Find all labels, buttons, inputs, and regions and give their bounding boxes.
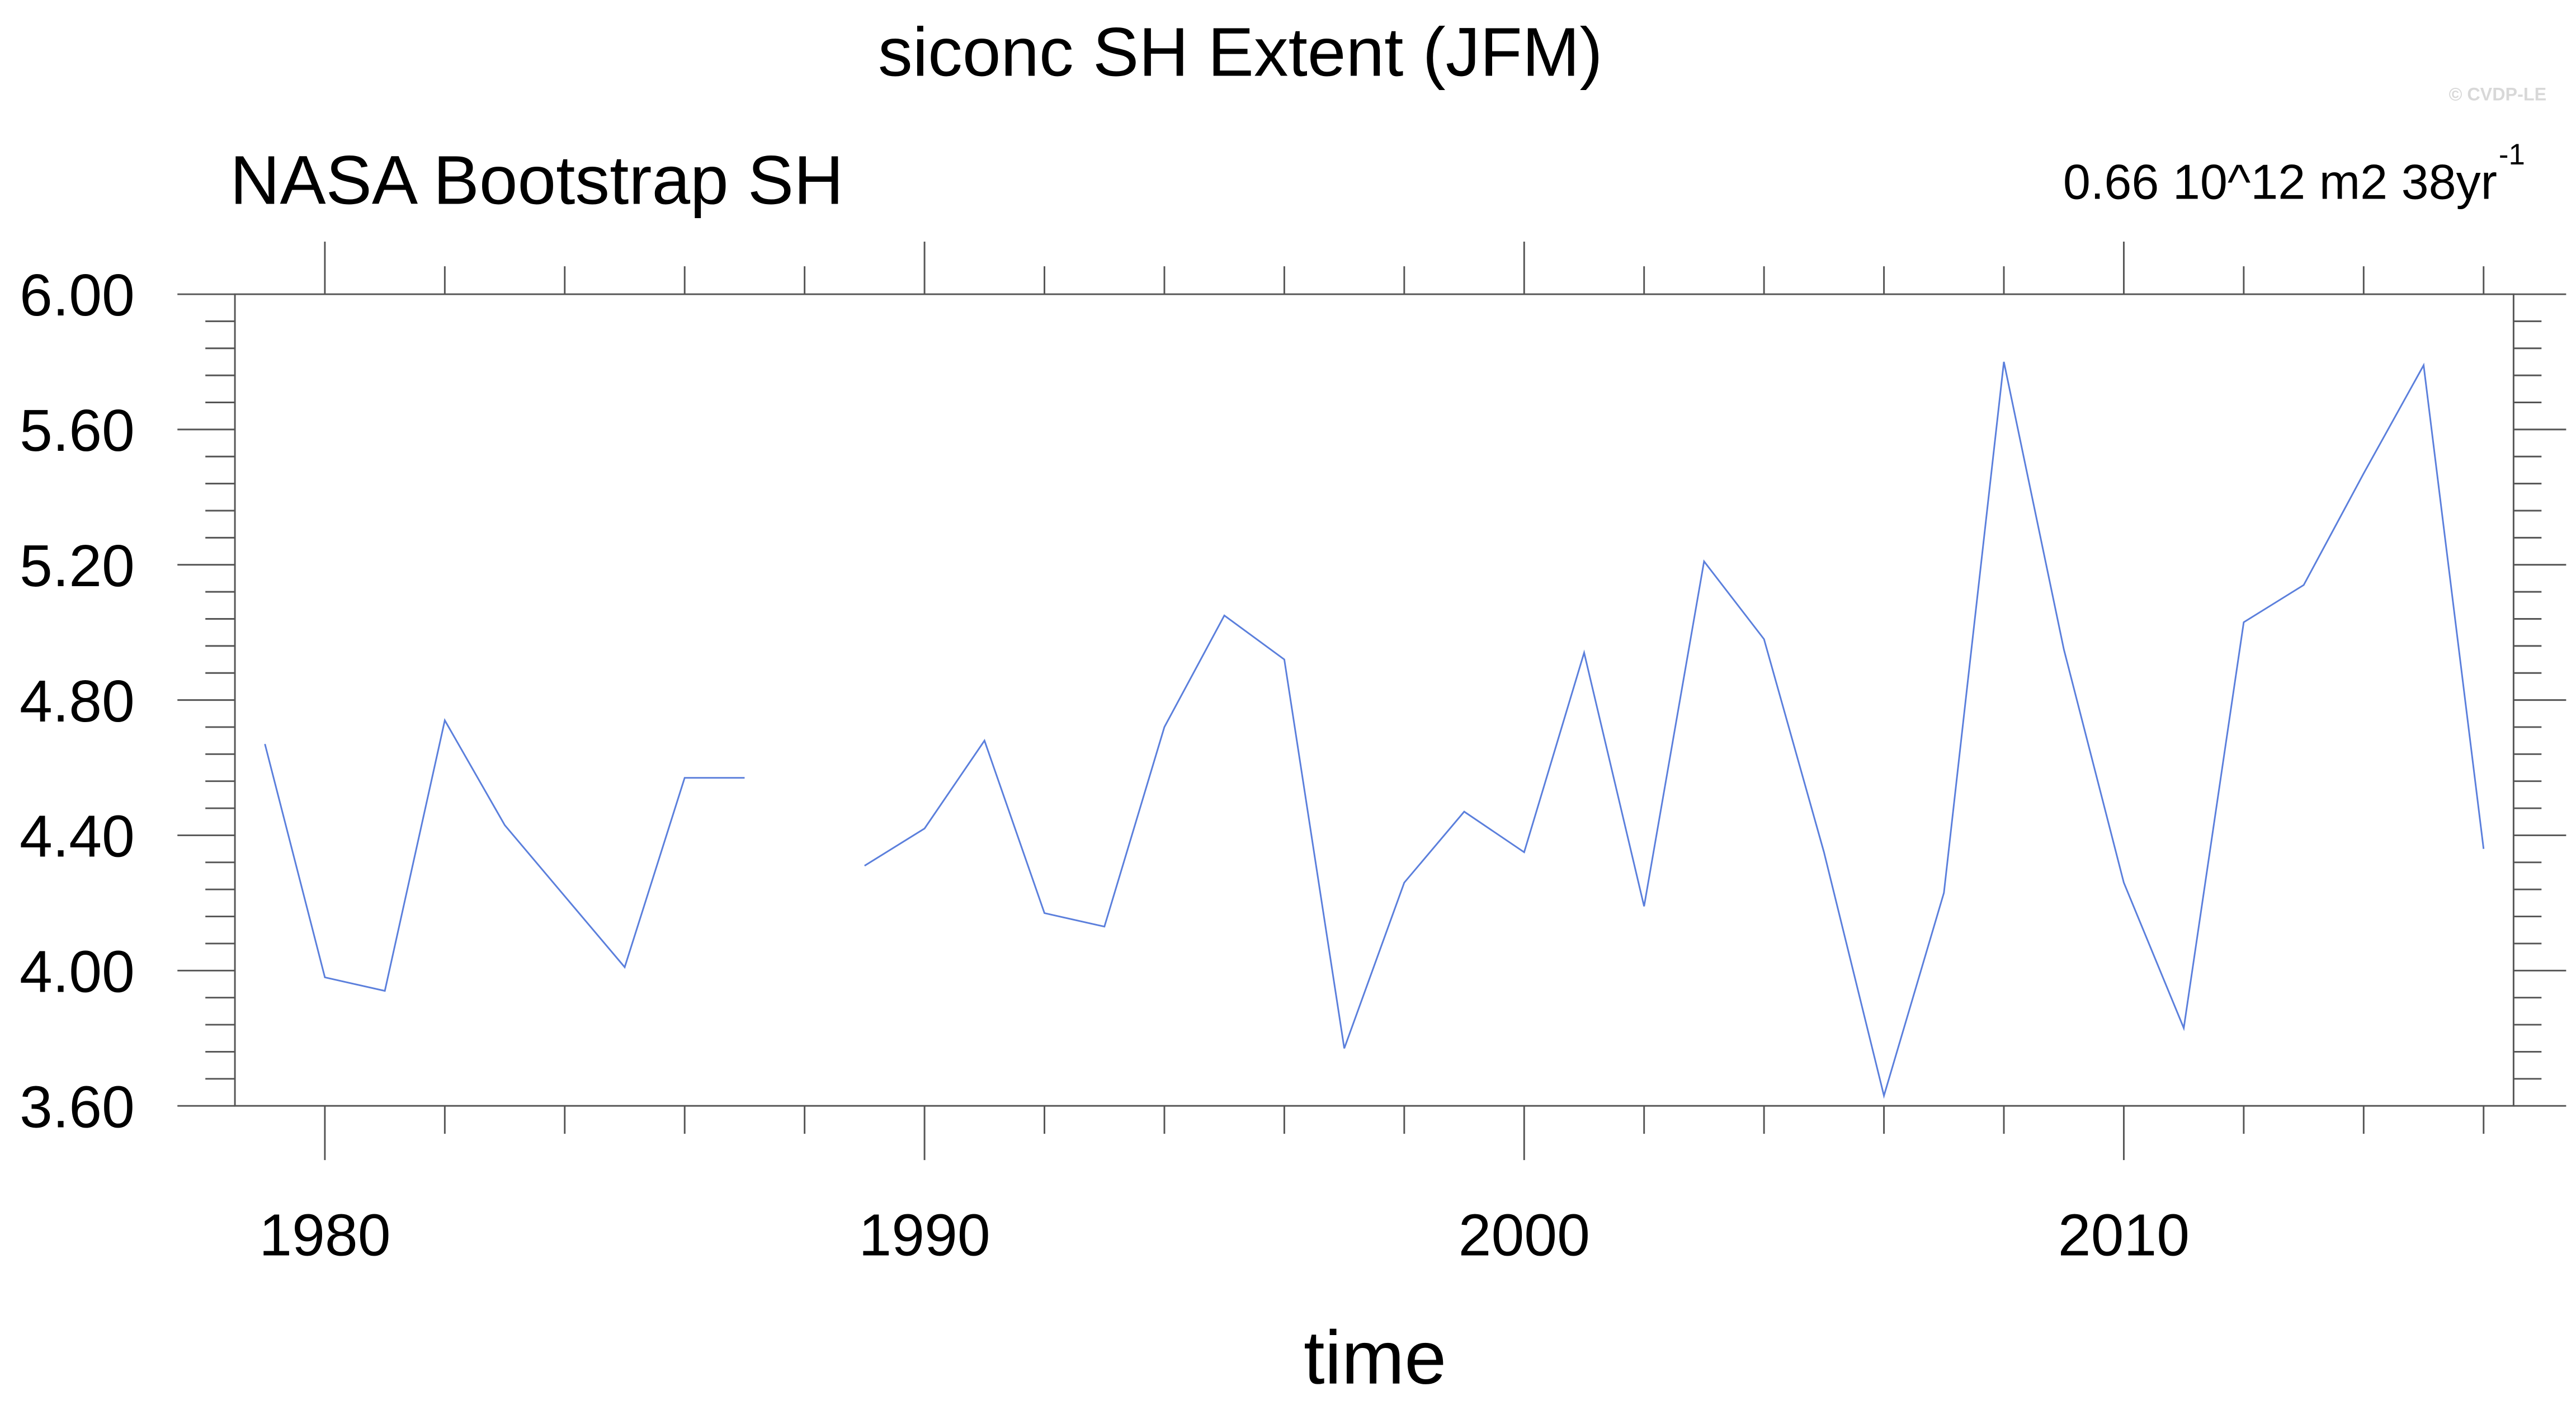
- subtitle-left: NASA Bootstrap SH: [230, 142, 843, 219]
- subtitle-right: 0.66 10^12 m2 38yr: [2063, 154, 2497, 210]
- plot-frame: [234, 293, 2514, 1107]
- y-tick-label: 5.60: [20, 398, 135, 464]
- x-tick-label: 1990: [858, 1202, 990, 1268]
- y-tick-label: 4.40: [20, 804, 135, 870]
- chart-title: siconc SH Extent (JFM): [878, 13, 1603, 91]
- y-tick-label: 4.00: [20, 939, 135, 1005]
- y-tick-label: 4.80: [20, 668, 135, 734]
- y-tick-label: 5.20: [20, 533, 135, 599]
- y-tick-label: 3.60: [20, 1074, 135, 1140]
- x-tick-label: 2010: [2058, 1202, 2190, 1268]
- x-tick-label: 1980: [259, 1202, 390, 1268]
- subtitle-right-sup: -1: [2499, 138, 2525, 171]
- x-tick-label: 2000: [1459, 1202, 1590, 1268]
- watermark: © CVDP-LE: [2449, 84, 2547, 104]
- y-tick-label: 6.00: [20, 262, 135, 328]
- x-axis-label: time: [1304, 1316, 1446, 1400]
- data-line: [264, 361, 2485, 1099]
